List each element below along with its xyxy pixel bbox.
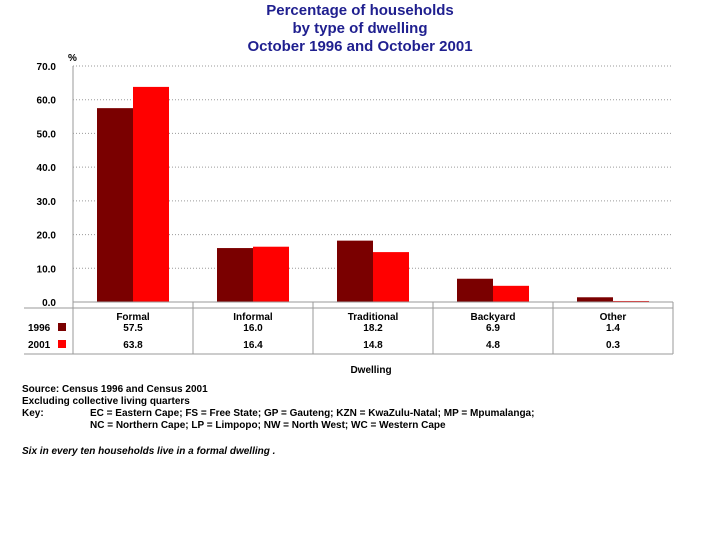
y-tick-label: 20.0 — [37, 231, 57, 242]
x-axis-label: Dwelling — [350, 365, 391, 376]
y-tick-label: 50.0 — [37, 129, 57, 140]
category-label: Traditional — [348, 312, 399, 323]
data-label: 16.0 — [243, 323, 263, 334]
source-note: Source: Census 1996 and Census 2001 — [22, 384, 208, 395]
data-label: 57.5 — [123, 323, 143, 334]
title-line-1: Percentage of households — [266, 2, 454, 19]
data-label: 4.8 — [486, 340, 500, 351]
bar-2001-other — [613, 300, 649, 302]
y-tick-label: 60.0 — [37, 96, 57, 107]
y-tick-label: 40.0 — [37, 163, 57, 174]
title-line-3: October 1996 and October 2001 — [247, 38, 473, 55]
data-label: 6.9 — [486, 323, 500, 334]
y-tick-label: 30.0 — [37, 197, 57, 208]
category-label: Backyard — [470, 312, 515, 323]
data-label: 0.3 — [606, 340, 620, 351]
bar-chart: 0.0 10.0 20.0 30.0 40.0 50.0 60.0 70.0% Formal57… — [24, 53, 674, 376]
key-block: Key: EC = Eastern Cape; FS = Free State;… — [22, 408, 712, 432]
title-line-2: by type of dwelling — [292, 20, 428, 37]
data-label: 16.4 — [243, 340, 263, 351]
y-tick-label: 70.0 — [37, 62, 57, 73]
bar-1996-other — [577, 297, 613, 302]
chart-title: Percentage of households by type of dwel… — [180, 2, 540, 56]
y-axis-label: % — [68, 53, 77, 64]
data-label: 14.8 — [363, 340, 383, 351]
legend-swatch — [58, 340, 66, 348]
key-line-2: NC = Northern Cape; LP = Limpopo; NW = N… — [90, 420, 446, 431]
remark-note: Six in every ten households live in a fo… — [22, 446, 276, 457]
bar-1996-formal — [97, 108, 133, 303]
bar-2001-formal — [133, 86, 169, 302]
bar-2001-traditional — [373, 252, 409, 302]
bar-1996-backyard — [457, 278, 493, 302]
legend-label: 2001 — [28, 340, 51, 351]
category-label: Other — [600, 312, 627, 323]
bar-2001-informal — [253, 246, 289, 302]
data-label: 63.8 — [123, 340, 143, 351]
y-tick-label: 0.0 — [42, 298, 56, 309]
category-label: Formal — [116, 312, 150, 323]
bar-1996-traditional — [337, 240, 373, 302]
legend-swatch — [58, 323, 66, 331]
data-label: 18.2 — [363, 323, 383, 334]
data-label: 1.4 — [606, 323, 620, 334]
legend-label: 1996 — [28, 323, 51, 334]
y-tick-label: 10.0 — [37, 264, 57, 275]
chart-notes: Source: Census 1996 and Census 2001 Excl… — [22, 384, 712, 458]
bar-1996-informal — [217, 248, 253, 302]
excluding-note: Excluding collective living quarters — [22, 396, 190, 407]
category-label: Informal — [233, 312, 273, 323]
bar-2001-backyard — [493, 285, 529, 302]
key-label: Key: — [22, 408, 44, 419]
key-line-1: EC = Eastern Cape; FS = Free State; GP =… — [90, 408, 535, 419]
